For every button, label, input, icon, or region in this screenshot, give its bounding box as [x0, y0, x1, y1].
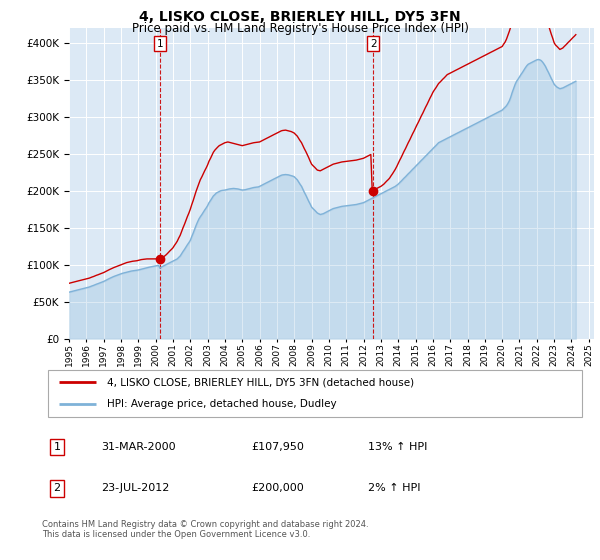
Text: £107,950: £107,950 — [251, 442, 304, 452]
Text: 23-JUL-2012: 23-JUL-2012 — [101, 483, 170, 493]
Text: 13% ↑ HPI: 13% ↑ HPI — [368, 442, 428, 452]
Text: 31-MAR-2000: 31-MAR-2000 — [101, 442, 176, 452]
Text: 4, LISKO CLOSE, BRIERLEY HILL, DY5 3FN: 4, LISKO CLOSE, BRIERLEY HILL, DY5 3FN — [139, 10, 461, 24]
Text: £200,000: £200,000 — [251, 483, 304, 493]
FancyBboxPatch shape — [48, 370, 582, 417]
Text: 2: 2 — [370, 39, 376, 49]
Text: 2% ↑ HPI: 2% ↑ HPI — [368, 483, 421, 493]
Text: 2: 2 — [53, 483, 61, 493]
Text: 1: 1 — [53, 442, 61, 452]
Text: 1: 1 — [157, 39, 163, 49]
Text: Contains HM Land Registry data © Crown copyright and database right 2024.
This d: Contains HM Land Registry data © Crown c… — [42, 520, 368, 539]
Text: 4, LISKO CLOSE, BRIERLEY HILL, DY5 3FN (detached house): 4, LISKO CLOSE, BRIERLEY HILL, DY5 3FN (… — [107, 377, 414, 388]
Text: Price paid vs. HM Land Registry's House Price Index (HPI): Price paid vs. HM Land Registry's House … — [131, 22, 469, 35]
Text: HPI: Average price, detached house, Dudley: HPI: Average price, detached house, Dudl… — [107, 399, 337, 409]
